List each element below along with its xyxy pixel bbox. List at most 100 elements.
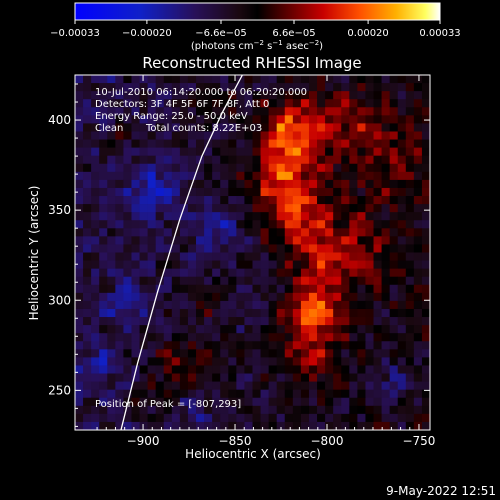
heatmap-cell: [123, 244, 132, 253]
heatmap-cell: [252, 83, 261, 92]
heatmap-cell: [99, 155, 108, 165]
heatmap-cell: [244, 155, 253, 165]
heatmap-cell: [308, 244, 318, 253]
heatmap-cell: [413, 300, 423, 310]
heatmap-cell: [317, 107, 326, 116]
heatmap-cell: [196, 131, 205, 140]
heatmap-cell: [413, 131, 423, 140]
heatmap-cell: [147, 373, 156, 382]
heatmap-cell: [155, 107, 165, 116]
heatmap-cell: [317, 284, 326, 294]
heatmap-cell: [413, 220, 423, 229]
heatmap-cell: [389, 397, 399, 407]
heatmap-cell: [163, 179, 173, 189]
heatmap-cell: [308, 99, 318, 108]
heatmap-cell: [228, 179, 237, 189]
heatmap-cell: [83, 139, 92, 148]
heatmap-cell: [123, 260, 132, 269]
heatmap-cell: [179, 163, 189, 173]
heatmap-cell: [260, 228, 269, 237]
heatmap-cell: [373, 107, 382, 116]
heatmap-cell: [171, 131, 181, 140]
heatmap-cell: [139, 325, 148, 334]
heatmap-cell: [317, 389, 326, 399]
heatmap-cell: [276, 83, 286, 92]
heatmap-cell: [260, 212, 269, 221]
heatmap-cell: [341, 131, 350, 140]
heatmap-cell: [300, 317, 310, 326]
heatmap-cell: [196, 413, 205, 423]
heatmap-cell: [147, 405, 156, 415]
heatmap-cell: [260, 365, 269, 374]
heatmap-cell: [349, 115, 358, 124]
heatmap-cell: [99, 236, 108, 245]
heatmap-cell: [373, 155, 382, 165]
heatmap-cell: [357, 413, 366, 423]
heatmap-cell: [260, 260, 269, 269]
heatmap-cell: [163, 115, 173, 124]
heatmap-cell: [147, 357, 156, 366]
heatmap-cell: [228, 115, 237, 124]
heatmap-cell: [284, 99, 294, 108]
heatmap-cell: [292, 268, 302, 278]
heatmap-cell: [131, 171, 140, 181]
heatmap-cell: [405, 107, 415, 116]
heatmap-cell: [284, 421, 294, 430]
heatmap-cell: [405, 244, 415, 253]
heatmap-cell: [107, 365, 116, 374]
heatmap-cell: [397, 405, 407, 415]
heatmap-cell: [179, 220, 189, 229]
heatmap-cell: [83, 252, 92, 261]
heatmap-cell: [75, 107, 84, 116]
heatmap-cell: [212, 139, 221, 148]
heatmap-cell: [325, 99, 334, 108]
heatmap-cell: [179, 357, 189, 366]
heatmap-cell: [292, 187, 302, 197]
y-axis-ticks: [75, 83, 430, 427]
heatmap-cell: [236, 268, 245, 278]
heatmap-cell: [115, 171, 124, 181]
heatmap-cell: [292, 99, 302, 108]
heatmap-cell: [107, 196, 116, 205]
heatmap-cell: [365, 349, 374, 358]
heatmap-cell: [317, 276, 326, 286]
heatmap-cell: [397, 220, 407, 229]
heatmap-cell: [308, 357, 318, 366]
heatmap-cell: [317, 196, 326, 205]
heatmap-cell: [91, 308, 100, 318]
heatmap-cell: [308, 397, 318, 407]
heatmap-cell: [244, 212, 253, 221]
heatmap-cell: [99, 365, 108, 374]
heatmap-cell: [341, 212, 350, 221]
heatmap-cell: [252, 333, 261, 342]
heatmap-cell: [365, 284, 374, 294]
heatmap-cell: [357, 260, 366, 269]
heatmap-cell: [139, 155, 148, 165]
heatmap-cell: [413, 244, 423, 253]
heatmap-cell: [389, 212, 399, 221]
heatmap-cell: [91, 252, 100, 261]
heatmap-cell: [155, 252, 165, 261]
heatmap-cell: [139, 91, 148, 100]
heatmap-cell: [373, 139, 382, 148]
heatmap-cell: [292, 365, 302, 374]
heatmap-cell: [405, 300, 415, 310]
heatmap-cell: [421, 317, 430, 326]
heatmap-cell: [196, 212, 205, 221]
heatmap-cell: [413, 260, 423, 269]
heatmap-cell: [349, 83, 358, 92]
heatmap-cell: [389, 308, 399, 318]
heatmap-cell: [147, 171, 156, 181]
heatmap-cell: [179, 389, 189, 399]
heatmap-cell: [179, 244, 189, 253]
heatmap-cell: [147, 268, 156, 278]
heatmap-cell: [365, 196, 374, 205]
heatmap-cell: [381, 244, 390, 253]
heatmap-cell: [365, 171, 374, 181]
heatmap-cell: [413, 236, 423, 245]
heatmap-cell: [373, 317, 382, 326]
heatmap-cell: [421, 252, 430, 261]
heatmap-cell: [341, 268, 350, 278]
heatmap-cell: [276, 75, 286, 84]
heatmap-cell: [139, 236, 148, 245]
